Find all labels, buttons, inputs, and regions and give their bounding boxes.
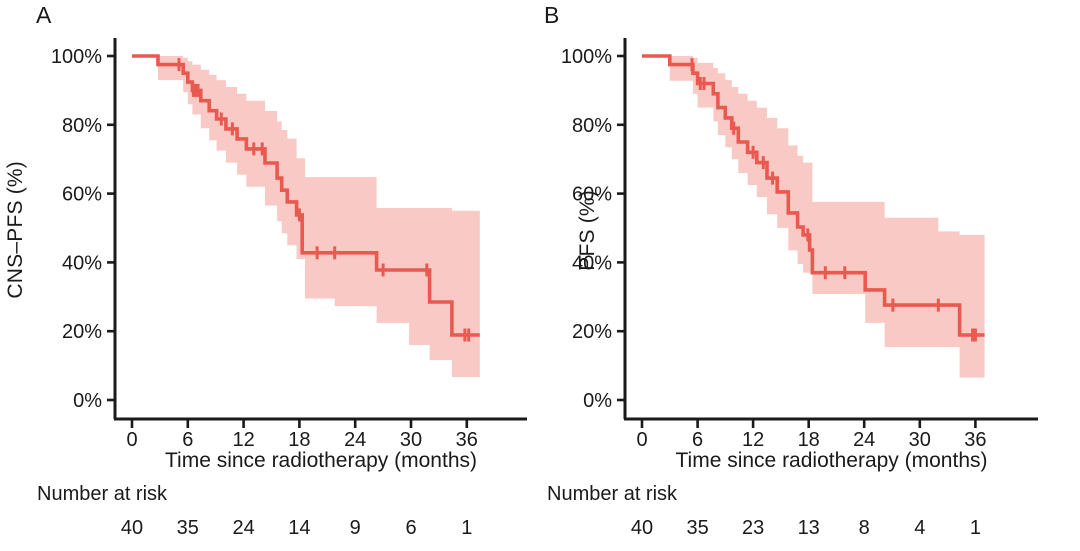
panel-a-risk-table-label: Number at risk bbox=[37, 483, 168, 505]
x-tick-label: 12 bbox=[232, 429, 254, 451]
x-tick-label: 18 bbox=[798, 429, 820, 451]
risk-count: 24 bbox=[232, 517, 254, 539]
confidence-band bbox=[158, 56, 480, 377]
y-tick-label: 40% bbox=[572, 252, 612, 274]
x-tick-label: 0 bbox=[126, 429, 137, 451]
x-tick-label: 6 bbox=[692, 429, 703, 451]
risk-count: 1 bbox=[461, 517, 472, 539]
risk-count: 9 bbox=[350, 517, 361, 539]
y-tick-label: 100% bbox=[561, 46, 612, 68]
x-tick-label: 0 bbox=[636, 429, 647, 451]
y-tick-label: 0% bbox=[73, 390, 102, 412]
risk-count: 13 bbox=[798, 517, 820, 539]
risk-count: 8 bbox=[859, 517, 870, 539]
panel-b-chart: 100% 80% 60% 40% 20% 0% 0 40 6 35 12 23 18 13 24 8 30 4 36… bbox=[561, 38, 1038, 539]
risk-count: 35 bbox=[177, 517, 199, 539]
x-tick-label: 30 bbox=[400, 429, 422, 451]
km-curve bbox=[132, 54, 480, 337]
risk-count: 4 bbox=[914, 517, 925, 539]
y-tick-label: 60% bbox=[572, 184, 612, 206]
risk-count: 40 bbox=[121, 517, 143, 539]
x-tick-label: 12 bbox=[742, 429, 764, 451]
risk-count: 14 bbox=[288, 517, 310, 539]
risk-count: 35 bbox=[686, 517, 708, 539]
y-tick-label: 60% bbox=[62, 184, 102, 206]
y-tick-label: 40% bbox=[62, 252, 102, 274]
y-tick-label: 80% bbox=[572, 115, 612, 137]
y-tick-label: 0% bbox=[583, 390, 612, 412]
x-tick-label: 24 bbox=[344, 429, 366, 451]
risk-count: 23 bbox=[742, 517, 764, 539]
x-tick-label: 18 bbox=[288, 429, 310, 451]
y-tick-label: 100% bbox=[51, 46, 102, 68]
panel-a-x-axis-label: Time since radiotherapy (months) bbox=[164, 449, 477, 472]
risk-count: 1 bbox=[970, 517, 981, 539]
confidence-band bbox=[669, 56, 985, 378]
panel-b-letter: B bbox=[544, 2, 560, 28]
risk-count: 40 bbox=[631, 517, 653, 539]
y-tick-label: 80% bbox=[62, 115, 102, 137]
x-tick-label: 24 bbox=[853, 429, 875, 451]
x-tick-label: 30 bbox=[909, 429, 931, 451]
risk-count: 6 bbox=[405, 517, 416, 539]
y-tick-label: 20% bbox=[62, 321, 102, 343]
panel-a-chart: 100% 80% 60% 40% 20% 0% 0 40 6 35 12 24 18 14 24 9 30 6 36… bbox=[51, 38, 527, 539]
y-tick-label: 20% bbox=[572, 321, 612, 343]
panel-a-letter: A bbox=[36, 2, 52, 28]
x-tick-label: 36 bbox=[456, 429, 478, 451]
x-tick-label: 6 bbox=[182, 429, 193, 451]
x-tick-label: 36 bbox=[964, 429, 986, 451]
panel-b-x-axis-label: Time since radiotherapy (months) bbox=[675, 449, 988, 472]
panel-b-risk-table-label: Number at risk bbox=[547, 483, 678, 505]
